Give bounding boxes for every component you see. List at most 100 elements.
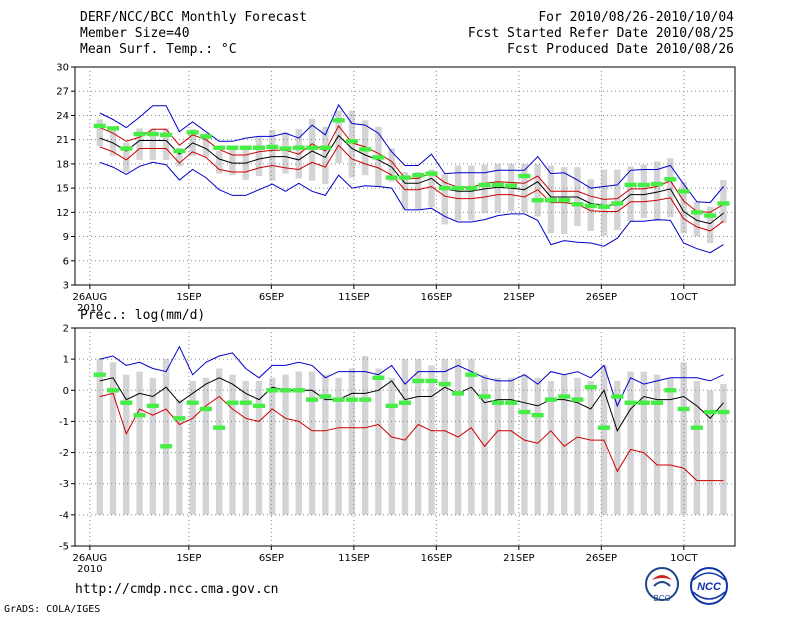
x-tick-label: 11SEP bbox=[338, 292, 369, 303]
series-line-upper bbox=[99, 124, 724, 213]
observed-marker bbox=[491, 400, 504, 405]
observed-marker bbox=[478, 182, 491, 188]
box-bar bbox=[653, 374, 661, 515]
x-tick-label: 1OCT bbox=[670, 292, 698, 303]
box-bar bbox=[215, 368, 223, 515]
observed-marker bbox=[385, 403, 398, 409]
observed-marker bbox=[704, 213, 717, 218]
observed-marker bbox=[146, 131, 159, 137]
box-bar bbox=[614, 380, 621, 515]
observed-marker bbox=[717, 409, 730, 415]
bcc-logo-text: BCC bbox=[654, 594, 671, 603]
y-tick-label: 24 bbox=[56, 111, 69, 122]
box-bar bbox=[561, 374, 568, 515]
box-bar bbox=[136, 128, 143, 160]
box-bar bbox=[308, 371, 316, 515]
box-bar bbox=[574, 377, 581, 515]
box-bar bbox=[255, 137, 263, 176]
observed-marker bbox=[398, 175, 411, 180]
box-bar bbox=[547, 380, 555, 515]
series-line-max bbox=[99, 345, 724, 408]
y-tick-label: -3 bbox=[59, 479, 69, 490]
x-tick-label: 16SEP bbox=[421, 292, 452, 303]
box-bar bbox=[109, 362, 117, 515]
y-tick-label: 2 bbox=[63, 324, 69, 335]
observed-marker bbox=[571, 397, 584, 402]
box-bar bbox=[627, 371, 634, 515]
x-tick-label: 11SEP bbox=[338, 553, 369, 564]
x-tick-label: 1OCT bbox=[670, 553, 698, 564]
observed-marker bbox=[624, 400, 637, 405]
observed-marker bbox=[438, 381, 451, 387]
observed-marker bbox=[571, 202, 584, 207]
x-tick-label: 26SEP bbox=[586, 553, 617, 564]
observed-marker bbox=[332, 118, 345, 123]
variable-label: Mean Surf. Temp.: °C bbox=[80, 42, 237, 57]
y-tick-label: 0 bbox=[63, 386, 69, 397]
observed-marker bbox=[438, 185, 451, 191]
observed-marker bbox=[505, 400, 518, 405]
y-tick-label: 21 bbox=[56, 135, 69, 146]
box-bar bbox=[706, 390, 714, 515]
series-line-lower bbox=[99, 144, 724, 232]
observed-marker bbox=[133, 413, 146, 418]
series-line-min bbox=[99, 161, 724, 254]
box-bar bbox=[202, 377, 210, 515]
box-bar bbox=[269, 129, 276, 181]
produced-date: Fcst Produced Date 2010/08/26 bbox=[507, 42, 734, 57]
forecast-title: DERF/NCC/BCC Monthly Forecast bbox=[80, 10, 307, 25]
box-bar bbox=[667, 377, 674, 515]
box-bar bbox=[494, 163, 502, 214]
observed-marker bbox=[465, 372, 478, 377]
y-tick-label: 3 bbox=[63, 281, 69, 292]
observed-marker bbox=[239, 400, 252, 405]
series-line-max bbox=[99, 103, 724, 204]
observed-marker bbox=[412, 172, 425, 178]
x-tick-label: 1SEP bbox=[176, 292, 201, 303]
box-bar bbox=[162, 128, 170, 160]
observed-marker bbox=[465, 185, 478, 191]
box-bar bbox=[468, 359, 475, 515]
y-tick-label: -2 bbox=[59, 448, 69, 459]
box-bar bbox=[242, 380, 249, 515]
x-tick-label: 6SEP bbox=[259, 553, 284, 564]
box-bar bbox=[507, 377, 515, 515]
source-url[interactable]: http://cmdp.ncc.cma.gov.cn bbox=[75, 582, 279, 597]
observed-marker bbox=[425, 378, 438, 384]
box-bar bbox=[534, 377, 541, 515]
box-bar bbox=[176, 147, 183, 167]
box-bar bbox=[653, 161, 661, 222]
box-bar bbox=[242, 147, 249, 181]
box-bar bbox=[162, 359, 170, 515]
observed-marker bbox=[637, 400, 650, 405]
temperature-frame bbox=[74, 66, 736, 286]
observed-marker bbox=[133, 131, 146, 137]
bcc-logo: BCC bbox=[645, 567, 679, 603]
box-bar bbox=[481, 374, 488, 515]
box-bar bbox=[415, 171, 422, 210]
observed-marker bbox=[292, 388, 305, 393]
box-bar bbox=[614, 169, 621, 231]
box-bar bbox=[149, 377, 157, 515]
observed-marker bbox=[558, 198, 571, 203]
observed-marker bbox=[186, 130, 199, 135]
box-bar bbox=[189, 380, 196, 515]
observed-marker bbox=[690, 210, 703, 215]
observed-marker bbox=[531, 198, 544, 203]
observed-marker bbox=[372, 375, 385, 381]
x-tick-label: 21SEP bbox=[503, 553, 534, 564]
observed-marker bbox=[425, 171, 438, 176]
observed-marker bbox=[239, 145, 252, 150]
grads-credit: GrADS: COLA/IGES bbox=[4, 604, 101, 615]
box-bar bbox=[123, 142, 130, 172]
observed-marker bbox=[252, 403, 265, 409]
observed-marker bbox=[199, 406, 212, 412]
box-bar bbox=[454, 165, 462, 221]
observed-marker bbox=[664, 177, 677, 182]
box-bar bbox=[136, 371, 143, 515]
observed-marker bbox=[107, 126, 120, 131]
box-bar bbox=[441, 359, 448, 515]
header-left: DERF/NCC/BCC Monthly Forecast Member Siz… bbox=[80, 10, 307, 58]
box-bar bbox=[282, 132, 289, 174]
observed-marker bbox=[279, 146, 292, 151]
